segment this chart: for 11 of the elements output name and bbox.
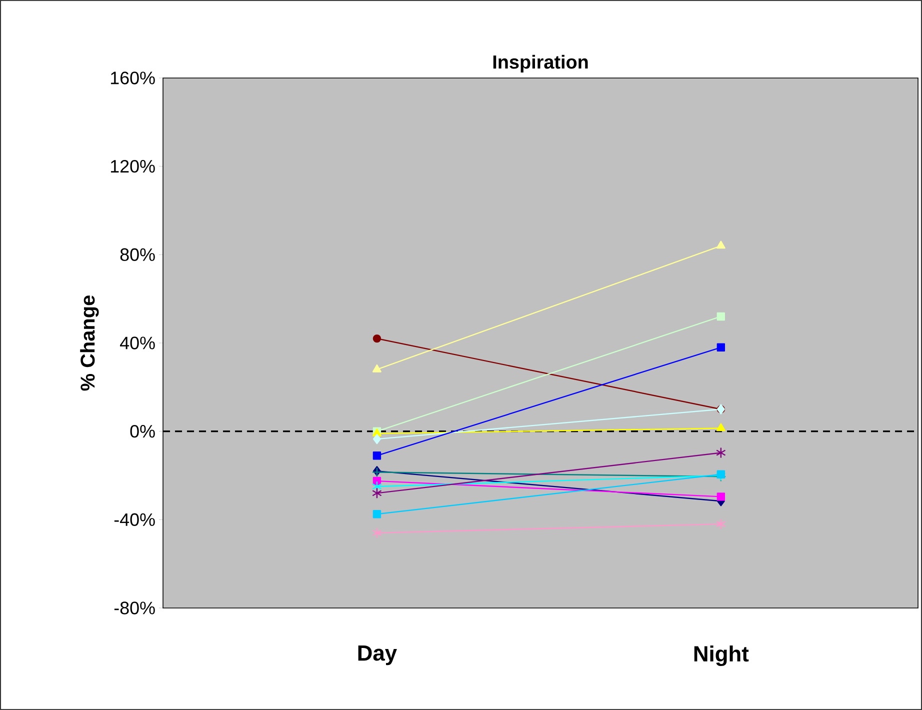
y-tick-label: 160%	[110, 72, 155, 84]
x-tick-label: Day	[358, 646, 397, 666]
x-tick-label: Night	[694, 645, 749, 666]
chart-title: Inspiration	[493, 54, 588, 72]
y-tick-label: -80%	[114, 602, 155, 614]
y-tick-label: 120%	[110, 160, 155, 173]
y-axis-title: % Change	[80, 296, 99, 391]
y-tick-label: 40%	[120, 336, 155, 350]
y-tick-label: 80%	[120, 248, 155, 261]
y-tick-label: 0%	[130, 424, 155, 438]
y-tick-label: -40%	[114, 513, 155, 526]
